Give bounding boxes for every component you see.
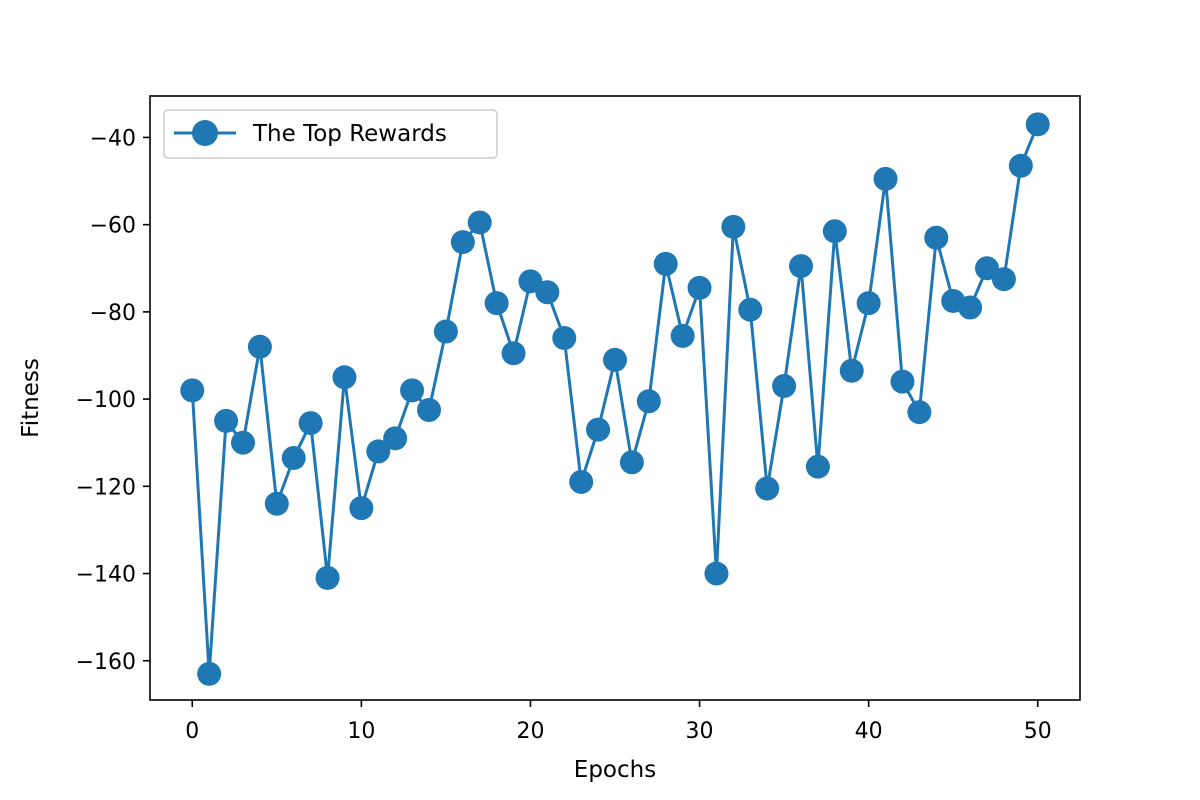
- data-point: [636, 389, 661, 414]
- data-point: [366, 439, 391, 464]
- data-point: [197, 661, 222, 686]
- data-point: [484, 291, 509, 316]
- legend-marker-swatch: [192, 120, 218, 146]
- x-tick-label: 40: [855, 719, 883, 744]
- data-point: [467, 210, 492, 235]
- data-point: [856, 291, 881, 316]
- series-layer: [180, 112, 1050, 686]
- legend-label: The Top Rewards: [252, 121, 447, 147]
- y-tick-label: −100: [76, 388, 136, 413]
- y-tick-label: −60: [90, 214, 136, 239]
- y-axis-label: Fitness: [18, 358, 44, 438]
- x-tick-label: 50: [1024, 719, 1052, 744]
- data-point: [738, 297, 763, 322]
- data-point: [687, 275, 712, 300]
- data-point: [1025, 112, 1050, 137]
- data-point: [603, 347, 627, 372]
- data-point: [180, 378, 205, 403]
- data-point: [1008, 153, 1033, 178]
- data-point: [214, 408, 239, 433]
- data-point: [822, 219, 847, 244]
- x-tick-label: 20: [516, 719, 544, 744]
- y-axis: −160 −140 −120 −100 −80 −60 −40: [76, 126, 150, 675]
- x-tick-label: 30: [686, 719, 714, 744]
- y-tick-label: −140: [76, 563, 136, 588]
- x-tick-label: 10: [347, 719, 375, 744]
- data-point: [721, 214, 746, 239]
- data-point: [349, 496, 374, 521]
- data-point: [298, 411, 323, 436]
- data-point: [264, 491, 289, 516]
- data-point: [873, 166, 898, 191]
- data-point: [569, 469, 594, 494]
- data-point: [907, 400, 932, 425]
- data-point: [383, 426, 408, 451]
- data-point: [839, 358, 864, 383]
- y-tick-label: −120: [76, 475, 136, 500]
- data-point: [417, 397, 441, 422]
- x-axis: 0 10 20 30 40 50: [185, 700, 1052, 744]
- data-point: [501, 341, 526, 366]
- y-tick-label: −80: [90, 301, 136, 326]
- data-point: [315, 565, 340, 590]
- data-point: [789, 254, 813, 279]
- data-point: [281, 445, 306, 470]
- data-point: [400, 378, 425, 403]
- data-point: [586, 417, 611, 442]
- data-point: [958, 295, 983, 320]
- data-point: [552, 326, 577, 351]
- data-point: [231, 430, 255, 455]
- data-point: [450, 230, 475, 255]
- y-tick-label: −40: [90, 126, 136, 151]
- data-point: [704, 561, 729, 586]
- legend: The Top Rewards: [163, 109, 498, 159]
- data-point: [755, 476, 780, 501]
- data-point: [619, 450, 644, 475]
- x-axis-label: Epochs: [574, 757, 656, 783]
- data-point: [653, 251, 678, 276]
- data-point: [924, 225, 949, 250]
- data-point: [991, 267, 1016, 292]
- y-tick-label: −160: [76, 650, 136, 675]
- data-point: [332, 365, 357, 390]
- plot-frame: [149, 95, 1081, 701]
- data-point: [433, 319, 458, 344]
- x-tick-label: 0: [185, 719, 199, 744]
- data-point: [772, 374, 797, 399]
- data-point: [247, 334, 272, 359]
- legend-box: [163, 109, 498, 159]
- data-point: [890, 369, 915, 394]
- data-point: [670, 323, 695, 348]
- data-point: [535, 280, 560, 305]
- data-point: [805, 454, 830, 479]
